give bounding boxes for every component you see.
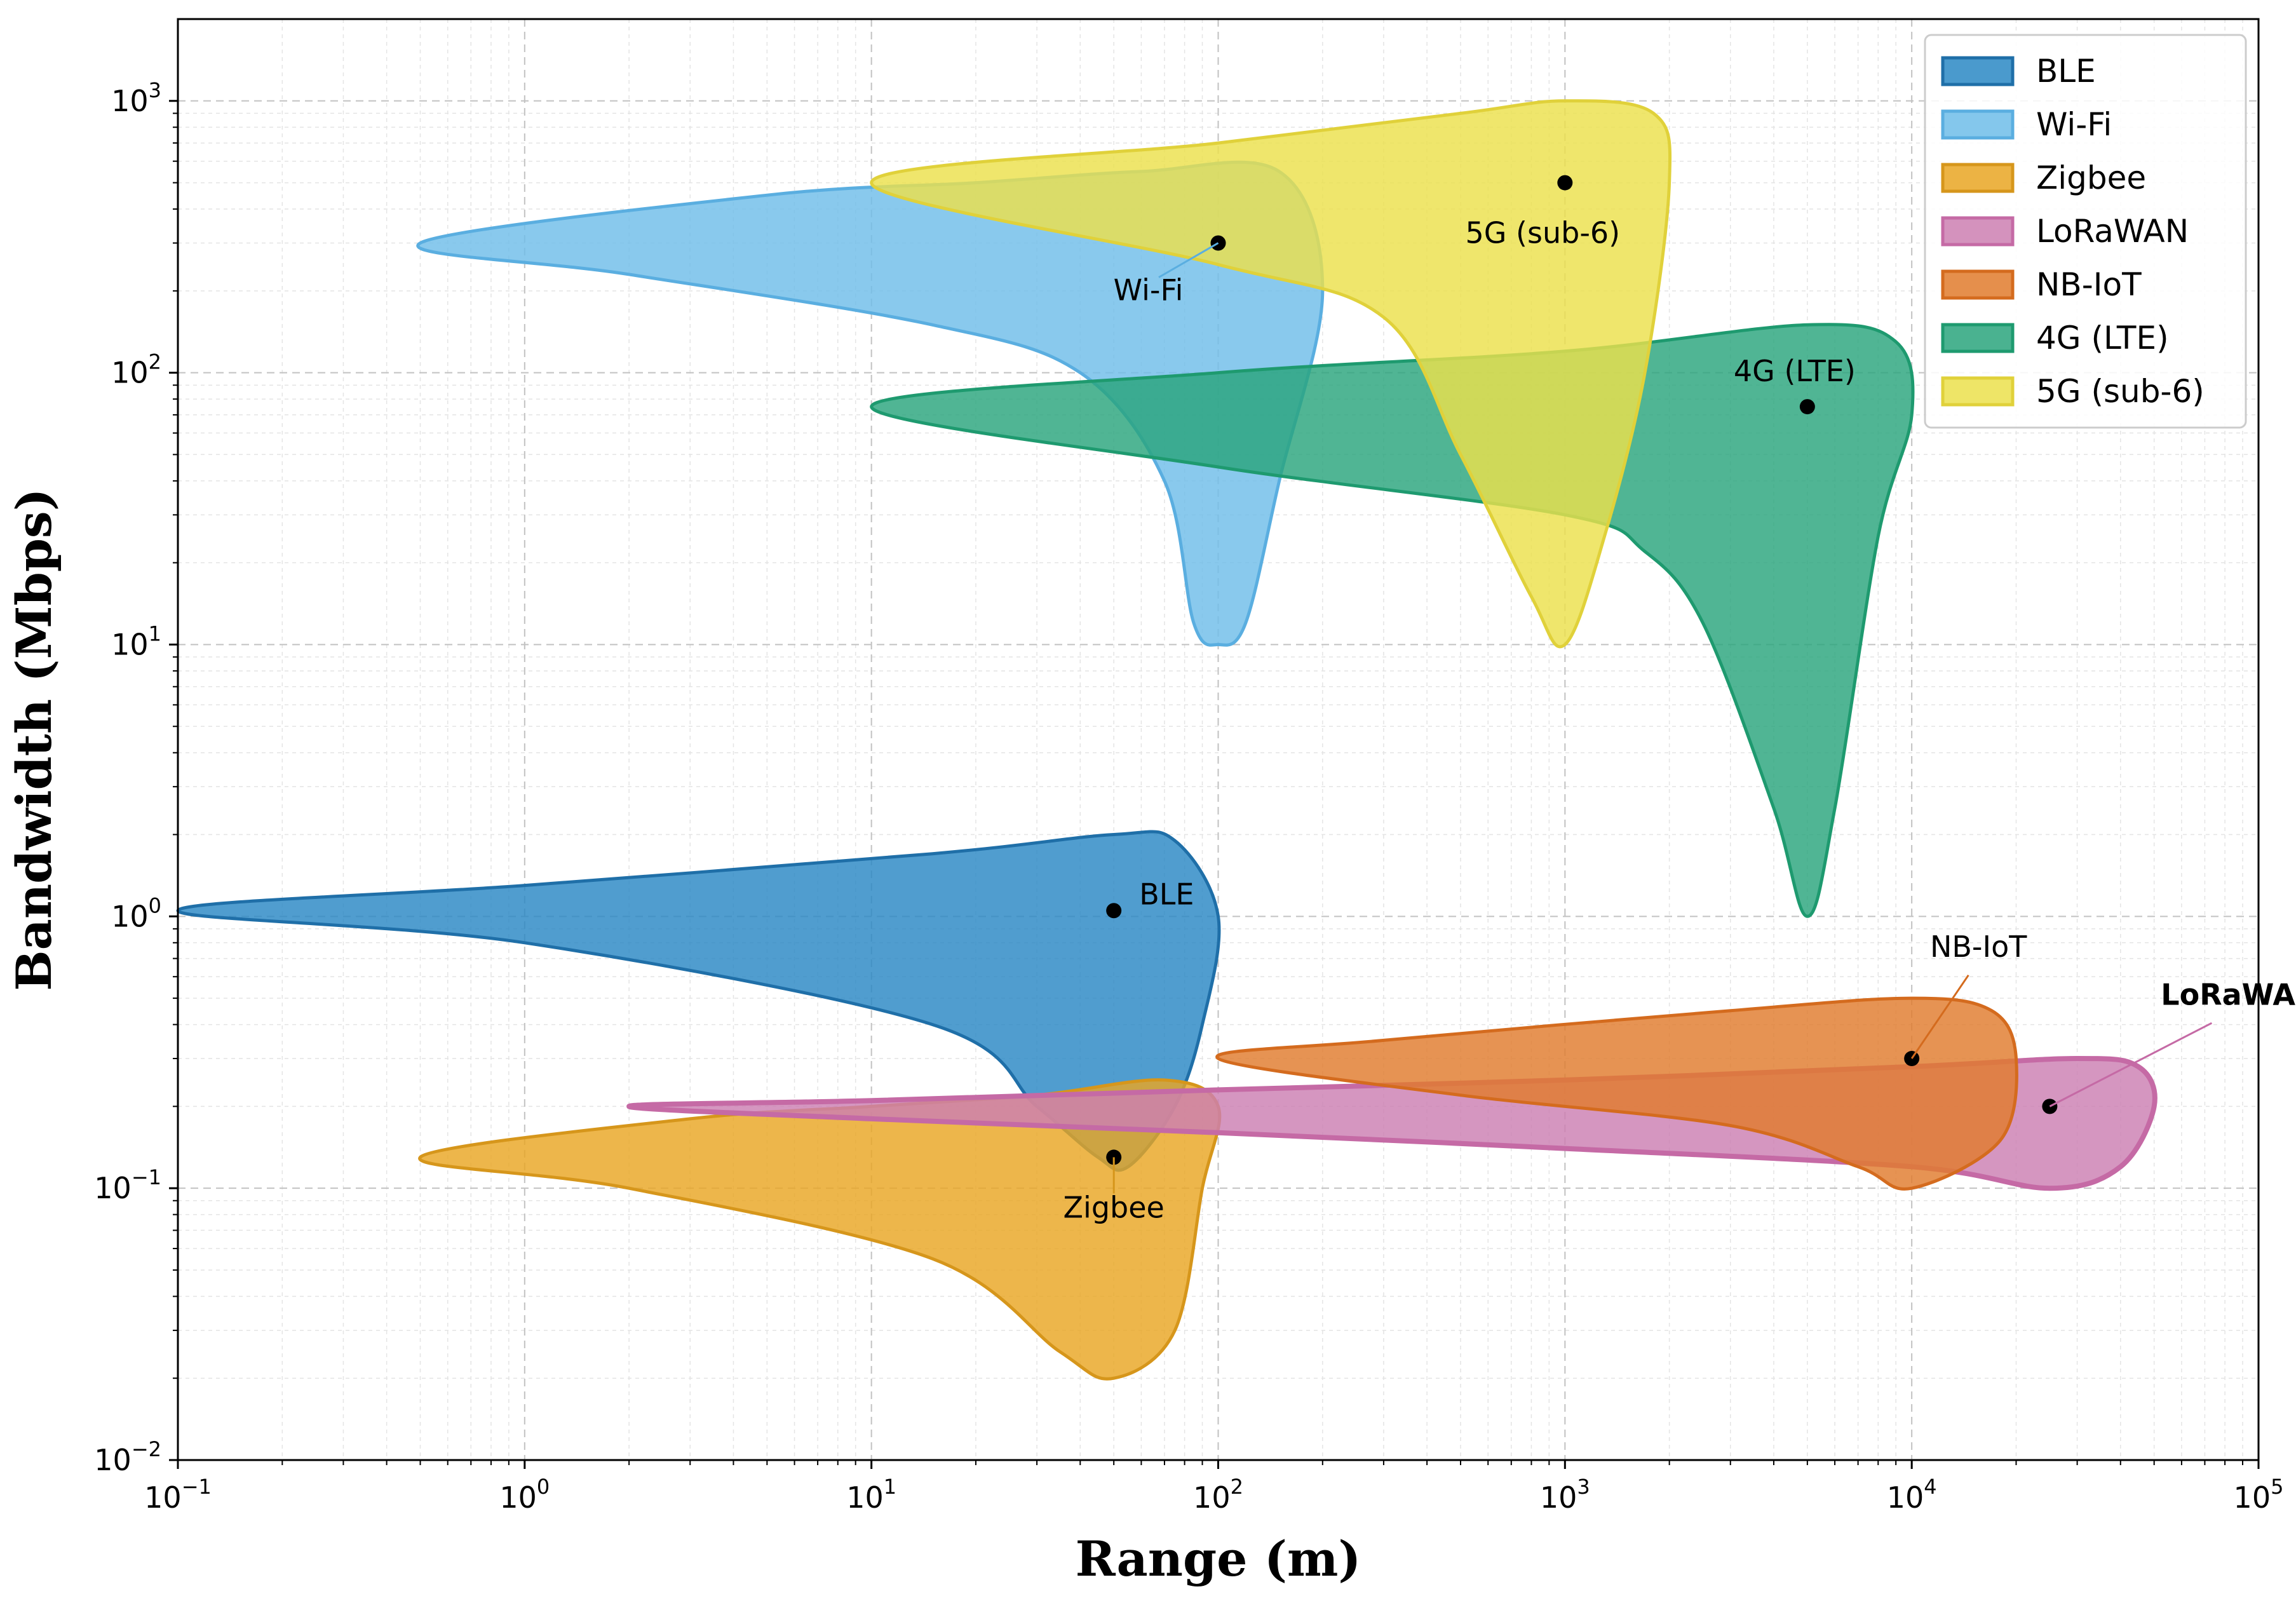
wi-fi-legend-swatch (1941, 109, 2015, 140)
nb-iot-annotation: NB-IoT (1930, 930, 2027, 964)
y-tick-label: 103 (111, 78, 161, 118)
axis-ticks: 10−1 100 101 102 103 104 10510−210−11001011021… (94, 78, 2283, 1515)
y-axis-title: Bandwidth (Mbps) (6, 488, 62, 991)
zigbee-annotation: Zigbee (1064, 1190, 1165, 1224)
ble-point (1106, 903, 1122, 919)
x-axis-title: Range (m) (1076, 1531, 1361, 1587)
nb-iot-leader-line (1910, 974, 1969, 1059)
nb-iot-legend-label: NB-IoT (2036, 266, 2142, 303)
x-tick-label: 104 (1887, 1475, 1937, 1515)
zigbee-legend-label: Zigbee (2036, 159, 2146, 196)
ble-legend-label: BLE (2036, 53, 2096, 90)
lorawan-leader-line (2049, 1022, 2213, 1107)
5g-sub-6-legend-swatch (1941, 376, 2015, 407)
y-tick-label: 10−2 (94, 1437, 161, 1477)
y-tick-label: 100 (111, 893, 161, 933)
5g-sub-6-point (1557, 175, 1573, 191)
nb-iot-region (1215, 996, 2018, 1191)
lorawan-legend-label: LoRaWAN (2036, 213, 2189, 250)
x-tick-label: 105 (2234, 1475, 2284, 1515)
x-tick-label: 103 (1540, 1475, 1590, 1515)
x-tick-label: 10−1 (144, 1475, 212, 1515)
x-tick-label: 101 (846, 1475, 896, 1515)
legend: BLE Wi-Fi Zigbee LoRaWAN NB-IoT 4G (LTE) 5G (s… (1924, 34, 2247, 429)
x-tick-label: 102 (1193, 1475, 1243, 1515)
y-tick-label: 102 (111, 350, 161, 390)
zigbee-legend-swatch (1941, 163, 2015, 193)
wi-fi-legend-label: Wi-Fi (2036, 106, 2112, 143)
y-tick-label: 101 (111, 621, 161, 661)
y-tick-label: 10−1 (94, 1165, 161, 1205)
ble-legend-swatch (1941, 56, 2015, 86)
4g-lte-annotation: 4G (LTE) (1734, 354, 1856, 388)
technology-regions (176, 99, 2158, 1381)
ble-region (176, 830, 1221, 1172)
5g-sub-6-legend-label: 5G (sub-6) (2036, 373, 2205, 410)
4g-lte-point (1799, 399, 1815, 415)
lorawan-legend-swatch (1941, 216, 2015, 247)
wi-fi-annotation: Wi-Fi (1114, 273, 1184, 308)
wi-fi-leader-line (1158, 242, 1219, 278)
5g-sub-6-annotation: 5G (sub-6) (1466, 216, 1621, 250)
lorawan-annotation: LoRaWAN (2161, 977, 2296, 1011)
4g-lte-legend-swatch (1941, 323, 2015, 353)
nb-iot-legend-swatch (1941, 269, 2015, 300)
4g-lte-legend-label: 4G (LTE) (2036, 320, 2169, 356)
ble-annotation: BLE (1139, 877, 1194, 911)
x-tick-label: 100 (499, 1475, 550, 1515)
technology-annotations: BLE Wi-Fi Zigbee LoRaWAN NB-IoT 4G (LTE) 5G (s… (1064, 216, 2296, 1225)
5g-sub-6-region (870, 99, 1672, 649)
